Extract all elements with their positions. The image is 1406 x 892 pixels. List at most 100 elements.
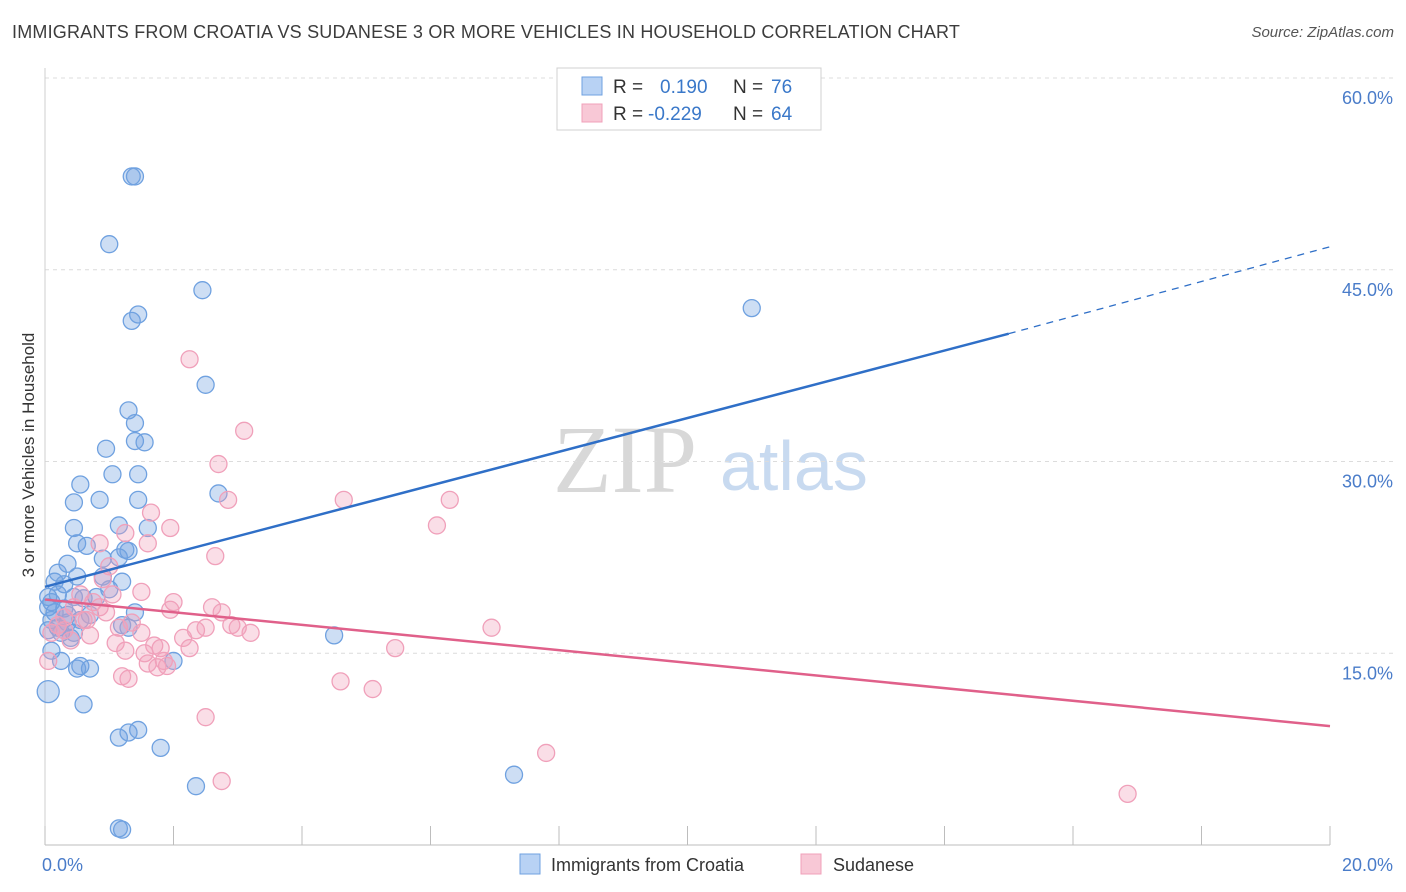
point-croatia-56 <box>209 484 228 503</box>
bottom-legend-label-croatia: Immigrants from Croatia <box>551 855 745 875</box>
point-croatia-66 <box>186 777 206 796</box>
point-croatia-51 <box>129 305 148 324</box>
point-sudanese-50 <box>427 516 447 535</box>
point-sudanese-31 <box>241 623 260 642</box>
point-croatia-46 <box>135 433 154 452</box>
point-croatia-73 <box>48 585 67 604</box>
point-croatia-35 <box>71 475 90 494</box>
trend-lines <box>44 246 1331 728</box>
y-tick-label-1: 30.0% <box>1342 472 1393 492</box>
point-sudanese-0 <box>39 651 58 671</box>
legend-r-label-sudanese: R = <box>613 104 643 125</box>
point-croatia-43 <box>129 465 148 484</box>
bottom-legend-swatch-croatia <box>519 853 541 875</box>
point-sudanese-55 <box>537 743 556 763</box>
point-sudanese-57 <box>212 771 231 791</box>
x-tick-label-1: 20.0% <box>1342 855 1393 875</box>
point-sudanese-49 <box>440 490 459 510</box>
point-sudanese-56 <box>196 708 215 727</box>
point-croatia-44 <box>96 439 116 458</box>
point-sudanese-46 <box>180 350 199 369</box>
point-sudanese-13 <box>116 641 135 660</box>
point-croatia-24 <box>67 659 87 678</box>
y-tick-label-2: 45.0% <box>1342 280 1393 300</box>
point-sudanese-58 <box>1118 784 1137 804</box>
chart-title: IMMIGRANTS FROM CROATIA VS SUDANESE 3 OR… <box>12 22 961 42</box>
point-croatia-52 <box>193 281 212 300</box>
point-croatia-48 <box>119 401 138 420</box>
point-sudanese-39 <box>138 534 157 553</box>
point-croatia-37 <box>138 518 157 538</box>
point-sudanese-35 <box>61 631 80 650</box>
point-croatia-26 <box>80 659 100 678</box>
point-croatia-32 <box>64 518 84 538</box>
y-tick-label-0: 15.0% <box>1342 663 1393 683</box>
legend-r-value-croatia: 0.190 <box>660 77 708 98</box>
point-sudanese-7 <box>80 626 100 645</box>
watermark-atlas: atlas <box>720 427 868 505</box>
legend-r-label-croatia: R = <box>613 77 643 98</box>
point-sudanese-33 <box>119 669 138 688</box>
point-sudanese-38 <box>90 534 109 553</box>
point-sudanese-61 <box>74 610 93 630</box>
legend-n-label-croatia: N = <box>733 77 763 98</box>
point-croatia-64 <box>129 720 148 740</box>
point-sudanese-51 <box>482 618 501 637</box>
point-sudanese-15 <box>132 623 151 642</box>
point-croatia-40 <box>129 490 148 510</box>
point-sudanese-45 <box>235 421 254 440</box>
tick-labels: 15.0% 30.0% 45.0% 60.0% 0.0% 20.0% <box>42 88 1393 875</box>
point-sudanese-47 <box>209 454 228 474</box>
point-sudanese-21 <box>157 656 177 676</box>
point-croatia-36 <box>67 534 87 553</box>
point-croatia-70 <box>504 765 524 784</box>
legend-swatch-sudanese <box>581 103 603 123</box>
legend-swatch-croatia <box>581 76 603 96</box>
point-croatia-55 <box>196 375 215 394</box>
legend-r-value-sudanese: -0.229 <box>648 104 702 125</box>
axes <box>44 68 1331 846</box>
y-tick-label-3: 60.0% <box>1342 88 1393 108</box>
trend-line-sudanese <box>44 598 1331 728</box>
point-sudanese-59 <box>161 600 180 619</box>
point-sudanese-60 <box>132 582 151 602</box>
point-sudanese-52 <box>386 638 405 658</box>
x-tick-label-0: 0.0% <box>42 855 83 875</box>
point-sudanese-34 <box>106 633 125 653</box>
chart-source: Source: ZipAtlas.com <box>1251 24 1394 41</box>
point-sudanese-10 <box>96 603 116 622</box>
point-sudanese-42 <box>206 546 225 566</box>
point-croatia-45 <box>125 431 145 451</box>
trend-line-croatia <box>44 332 1010 588</box>
point-sudanese-63 <box>55 621 74 640</box>
points-sudanese <box>39 350 1137 804</box>
point-croatia-42 <box>103 465 122 484</box>
point-sudanese-62 <box>151 638 170 658</box>
point-sudanese-43 <box>141 503 161 522</box>
point-sudanese-11 <box>103 585 122 604</box>
point-croatia-60 <box>36 679 60 704</box>
point-sudanese-26 <box>196 618 215 637</box>
point-croatia-41 <box>116 540 135 559</box>
point-croatia-68 <box>112 820 132 839</box>
legend-n-value-croatia: 76 <box>771 77 792 98</box>
bottom-legend: Immigrants from Croatia Sudanese <box>519 853 914 875</box>
point-croatia-33 <box>64 493 84 512</box>
legend-n-value-sudanese: 64 <box>771 104 793 125</box>
point-croatia-23 <box>51 651 71 671</box>
point-sudanese-24 <box>180 638 199 658</box>
watermark: ZIP atlas <box>553 406 868 513</box>
point-croatia-49 <box>100 235 119 254</box>
trend-line-croatia-extension <box>1008 246 1331 335</box>
point-sudanese-53 <box>331 672 350 691</box>
point-croatia-28 <box>58 554 77 573</box>
gridlines <box>45 77 1395 654</box>
bottom-legend-label-sudanese: Sudanese <box>833 855 914 875</box>
legend-box: R = 0.190 N = 76 R = -0.229 N = 64 <box>556 67 822 131</box>
bottom-legend-swatch-sudanese <box>800 853 822 875</box>
point-croatia-61 <box>74 695 93 714</box>
point-croatia-65 <box>151 738 170 757</box>
point-croatia-34 <box>90 490 109 510</box>
y-axis-label: 3 or more Vehicles in Household <box>19 333 38 578</box>
